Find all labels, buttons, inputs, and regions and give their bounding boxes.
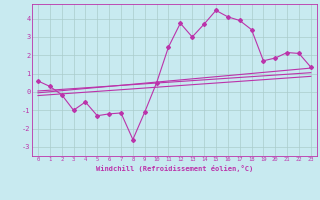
X-axis label: Windchill (Refroidissement éolien,°C): Windchill (Refroidissement éolien,°C) <box>96 165 253 172</box>
